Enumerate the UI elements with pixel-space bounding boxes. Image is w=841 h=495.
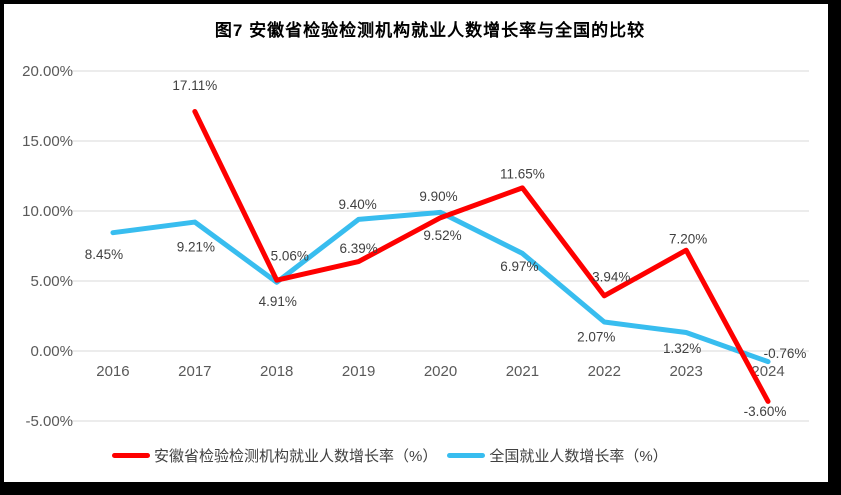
y-tick-label: 0.00% [30,343,73,360]
y-tick-label: 5.00% [30,273,73,290]
data-label: 6.97% [500,259,538,274]
data-label: 2.07% [577,330,615,345]
data-label: 9.52% [423,228,461,243]
legend-label-national: 全国就业人数增长率（%） [489,448,668,465]
chart-title: 图7 安徽省检验检测机构就业人数增长率与全国的比较 [214,21,646,40]
x-tick-label: 2018 [260,363,293,380]
series-line-0 [192,108,771,404]
x-tick-label: 2024 [751,363,784,380]
data-label: 11.65% [500,166,545,181]
y-tick-label: 15.00% [22,133,73,150]
y-axis-labels: 20.00% 15.00% 10.00% 5.00% 0.00% -5.00% [22,63,73,430]
chart-legend: 安徽省检验检测机构就业人数增长率（%） 全国就业人数增长率（%） [112,445,668,466]
series-0-data-labels: 17.11% 5.06% 6.39% 9.52% 11.65% 3.94% 7.20% -3.… [172,78,786,419]
blue-line-swatch-icon [447,453,486,458]
y-tick-label: 20.00% [22,63,73,80]
data-label: 9.40% [338,197,376,212]
legend-item-national: 全国就业人数增长率（%） [447,445,668,466]
x-tick-label: 2016 [96,363,129,380]
y-tick-label: 10.00% [22,203,73,220]
red-line-swatch-icon [112,453,150,458]
data-label: 1.32% [663,341,701,356]
x-tick-label: 2019 [342,363,375,380]
line-chart: 20.00%15.00%10.00%5.00%0.00%-5.00%2016 20… [22,63,809,430]
data-label: 9.21% [177,240,215,255]
data-label: 6.39% [339,241,377,256]
x-tick-label: 2017 [178,363,211,380]
x-tick-label: 2022 [588,363,621,380]
series-1-data-labels: 8.45% 9.21% 4.91% 9.40% 9.90% 6.97% 2.07% 1.32%… [85,189,807,361]
data-label: 3.94% [592,269,630,284]
x-tick-label: 2023 [669,363,702,380]
data-label: 4.91% [259,294,297,309]
data-label: 7.20% [669,232,707,247]
legend-label-anhui: 安徽省检验检测机构就业人数增长率（%） [154,448,438,465]
series-line-1 [110,209,771,365]
legend-item-anhui: 安徽省检验检测机构就业人数增长率（%） [112,445,437,466]
data-label: 17.11% [172,78,217,93]
data-label: 9.90% [419,189,457,204]
data-label: -0.76% [764,346,807,361]
data-label: 5.06% [271,249,309,264]
data-label: -3.60% [744,404,787,419]
x-tick-label: 2020 [424,363,457,380]
x-axis-labels: 2016 2017 2018 2019 2020 2021 2022 2023 2024 [96,363,784,380]
data-label: 8.45% [85,247,123,262]
y-tick-label: -5.00% [25,413,73,430]
x-tick-label: 2021 [506,363,539,380]
